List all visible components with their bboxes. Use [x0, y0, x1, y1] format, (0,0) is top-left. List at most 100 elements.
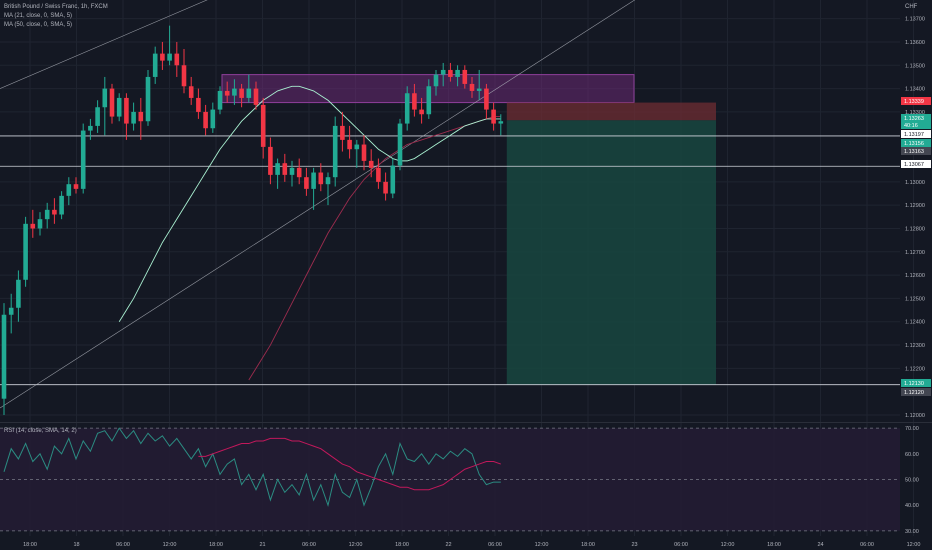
price-tick-label: 1.12900 [905, 203, 925, 209]
price-axis[interactable]: 1.13700 1.13600 1.13500 1.13400 1.13300 1.130… [905, 17, 925, 535]
candle [253, 81, 259, 110]
price-label-text: 1.13163 [904, 149, 924, 155]
candle-body [368, 160, 374, 168]
candle-body [52, 209, 57, 215]
candle-body [102, 88, 108, 108]
candle [210, 102, 216, 133]
time-tick-label: 23 [631, 542, 637, 548]
candle-body [44, 209, 50, 220]
price-tick-label: 1.13400 [905, 87, 925, 93]
candle [347, 125, 352, 159]
candle [304, 167, 309, 196]
time-tick-label: 21 [259, 542, 265, 548]
time-tick-label: 06:00 [860, 542, 874, 548]
price-label-text: 1.13067 [904, 162, 924, 168]
candle-body [311, 172, 316, 189]
candle-body [23, 223, 28, 280]
candle [498, 114, 504, 136]
symbol-title[interactable]: British Pound / Swiss Franc, 1h, FXCM [4, 4, 108, 10]
candle-body [88, 125, 93, 131]
moving-averages [118, 85, 501, 381]
time-tick-label: 18:00 [767, 542, 781, 548]
candle [16, 270, 21, 322]
candle-body [455, 69, 460, 77]
candle [196, 88, 201, 119]
candle-body [354, 144, 360, 150]
price-label-bg [901, 379, 931, 387]
candle-body [404, 93, 410, 124]
candle [268, 137, 273, 185]
price-tick-label: 1.12600 [905, 273, 925, 279]
candle [412, 83, 417, 117]
candle [124, 93, 129, 140]
candle-body [289, 167, 295, 175]
price-tick-label: 1.13500 [905, 63, 925, 69]
price-label-tag: 1.13197 [901, 130, 931, 138]
candle [289, 160, 295, 187]
candle-body [203, 111, 208, 129]
time-tick-label: 12:00 [907, 542, 921, 548]
candle [390, 158, 396, 199]
price-label-bg [901, 160, 931, 168]
candle [174, 41, 180, 77]
candle [239, 83, 244, 108]
candle [376, 158, 381, 189]
time-axis[interactable]: 18:00 18 06:00 12:00 18:00 21 06:00 12:00 18:00 2… [23, 542, 920, 548]
candle-body [131, 111, 136, 124]
candle-body [469, 83, 475, 91]
candle [95, 100, 100, 133]
ma21-legend[interactable]: MA (21, close, 0, SMA, 5) [4, 13, 73, 19]
candle [203, 104, 208, 136]
price-tick-label: 1.13700 [905, 17, 925, 23]
channel-upper-line [0, 0, 208, 89]
candle [30, 209, 36, 238]
currency-label: CHF [905, 4, 918, 10]
rsi-tick-label: 60.00 [905, 452, 919, 458]
candle [138, 97, 144, 140]
candle-body [30, 223, 36, 229]
candle-body [340, 125, 345, 140]
candle [361, 135, 367, 171]
candle-body [304, 177, 309, 189]
candle-body [412, 93, 417, 110]
candle-body [73, 184, 79, 189]
rsi-tick-label: 30.00 [905, 529, 919, 535]
candle-body [440, 69, 446, 75]
candle-body [1, 314, 7, 399]
candle-body [217, 90, 223, 110]
candle [145, 69, 151, 126]
rsi-legend[interactable]: RSI (14, close, SMA, 14, 2) [4, 428, 77, 434]
price-label-tag: 40:16 [901, 121, 931, 129]
time-tick-label: 18:00 [395, 542, 409, 548]
price-label-text: 1.13339 [904, 99, 924, 105]
time-tick-label: 18:00 [23, 542, 37, 548]
candle [368, 149, 374, 178]
ma50-line [248, 116, 501, 381]
rsi-ma-line [198, 437, 501, 491]
candle [217, 86, 223, 115]
price-tick-label: 1.12700 [905, 250, 925, 256]
candle-body [491, 109, 496, 124]
chart-drawings[interactable] [0, 0, 900, 409]
price-tick-label: 1.12000 [905, 413, 925, 419]
ma50-legend[interactable]: MA (50, close, 0, SMA, 5) [4, 22, 73, 28]
price-label-text: 1.13197 [904, 132, 924, 138]
candle-body [16, 279, 21, 308]
candle-body [260, 104, 266, 147]
candle [354, 139, 360, 168]
candle [462, 65, 468, 89]
candle [440, 62, 446, 87]
candle-body [160, 53, 165, 61]
price-tick-label: 1.13600 [905, 40, 925, 46]
rsi-tick-label: 40.00 [905, 503, 919, 509]
channel-lower-line [0, 0, 636, 409]
candle-body [275, 163, 280, 175]
rsi-pane [0, 427, 900, 532]
candle [491, 102, 496, 131]
candle-body [433, 74, 439, 87]
candle-body [296, 167, 302, 178]
candle-body [484, 88, 489, 110]
